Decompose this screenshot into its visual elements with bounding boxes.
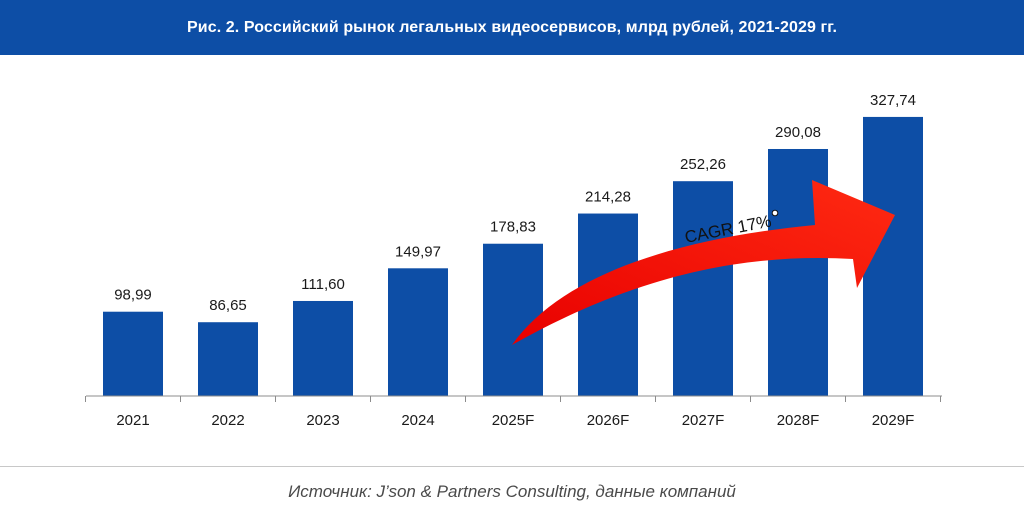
value-label-2023: 111,60 <box>301 276 345 293</box>
category-label-2026f: 2026F <box>587 412 630 429</box>
category-label-2029f: 2029F <box>872 412 915 429</box>
category-label-2024: 2024 <box>401 412 434 429</box>
cagr-marker-dot <box>771 209 779 217</box>
category-label-2023: 2023 <box>306 412 339 429</box>
category-label-2028f: 2028F <box>777 412 820 429</box>
value-label-2029f: 327,74 <box>870 92 916 109</box>
value-label-2027f: 252,26 <box>680 156 726 173</box>
chart-title: Рис. 2. Российский рынок легальных видео… <box>187 18 837 36</box>
category-label-2021: 2021 <box>116 412 149 429</box>
footer-divider <box>0 466 1024 467</box>
category-label-2025f: 2025F <box>492 412 535 429</box>
value-label-2022: 86,65 <box>209 297 247 314</box>
bar-2022 <box>198 322 258 396</box>
bar-2024 <box>388 268 448 396</box>
category-labels: 2021 2022 2023 2024 2025F 2026F 2027F 2028F 2029… <box>116 412 914 429</box>
chart-title-banner: Рис. 2. Российский рынок легальных видео… <box>0 0 1024 55</box>
value-label-2025f: 178,83 <box>490 219 536 236</box>
bar-2025f <box>483 243 543 396</box>
category-label-2027f: 2027F <box>682 412 725 429</box>
bar-2023 <box>293 300 353 396</box>
bar-2027f <box>673 181 733 396</box>
value-label-2028f: 290,08 <box>775 124 821 141</box>
source-note: Источник: J’son & Partners Consulting, д… <box>288 482 736 501</box>
bar-2021 <box>103 311 163 396</box>
x-axis-ticks <box>85 396 941 402</box>
bar-chart: 98,99 86,65 111,60 149,97 178,83 214,28 252,26… <box>85 92 942 429</box>
value-label-2024: 149,97 <box>395 243 441 260</box>
category-label-2022: 2022 <box>211 412 244 429</box>
value-label-2021: 98,99 <box>114 287 152 304</box>
cagr-arrow-shape <box>512 180 895 345</box>
value-labels: 98,99 86,65 111,60 149,97 178,83 214,28 252,26… <box>114 92 916 314</box>
value-label-2026f: 214,28 <box>585 189 631 206</box>
